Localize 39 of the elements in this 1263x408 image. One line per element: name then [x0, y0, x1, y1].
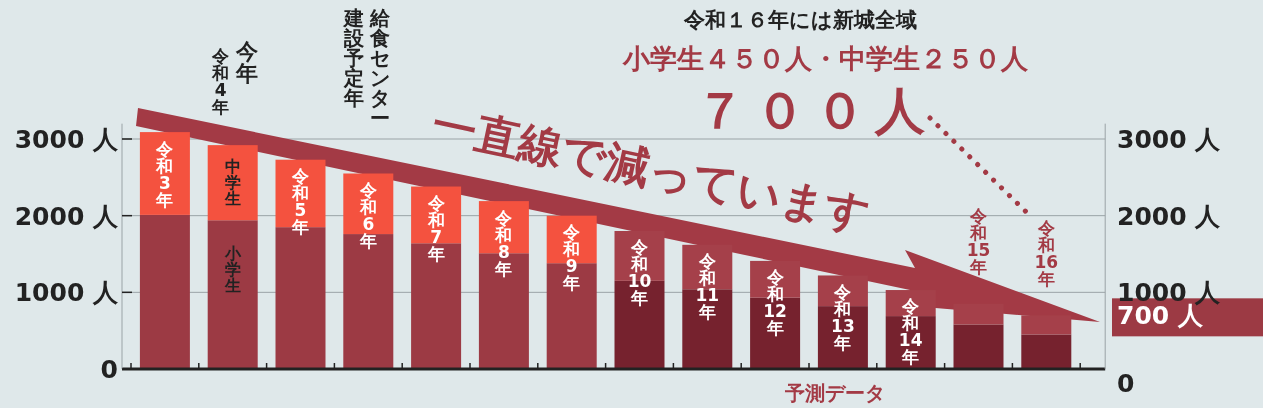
bar — [682, 289, 733, 369]
bar — [953, 324, 1004, 369]
y-tick-label: 3000 人 — [14, 125, 119, 154]
bar — [207, 220, 258, 369]
category-label: 令和6年 — [359, 179, 377, 251]
category-label: 令和4年 — [212, 45, 230, 117]
bar — [1021, 315, 1072, 335]
chart-subtitle: 小学生４５０人・中学生２５０人 — [621, 43, 1029, 74]
category-label: 令和5年 — [292, 166, 309, 238]
category-label: 令和13年 — [831, 281, 855, 353]
category-label: 令和7年 — [427, 193, 445, 264]
bar — [139, 214, 190, 369]
series-name: 中学生 — [224, 157, 241, 209]
category-label: 令和3年 — [156, 138, 174, 210]
y2-tick-label: 0 — [1117, 369, 1135, 398]
text: 予測データ — [784, 381, 885, 405]
annotation: ７００人 — [695, 82, 935, 140]
bar — [953, 303, 1004, 325]
annotation: 建設予定年 — [344, 6, 365, 110]
category-label: 令和9年 — [563, 222, 581, 294]
annotation: 今年 — [235, 38, 258, 86]
bar — [411, 243, 462, 369]
category-label: 令和15年 — [966, 206, 991, 278]
y-tick-label: 2000 人 — [14, 201, 119, 231]
y2-tick-label: 3000 人 — [1117, 125, 1222, 154]
category-label: 令和10年 — [627, 237, 652, 309]
bar — [1021, 334, 1072, 369]
series-name: 小学生 — [224, 244, 241, 296]
category-label: 令和12年 — [763, 267, 787, 339]
bar — [343, 234, 394, 369]
category-label: 令和16年 — [1034, 217, 1059, 289]
category-label: 令和14年 — [898, 296, 923, 368]
chart-title: 令和１６年には新城全域 — [682, 8, 917, 32]
y-tick-label: 1000 人 — [14, 278, 119, 308]
category-label: 令和8年 — [495, 207, 513, 279]
y2-tick-label: 2000 人 — [1117, 201, 1222, 231]
annotation: 給食センター — [370, 6, 391, 130]
category-label: 令和11年 — [695, 251, 720, 323]
y-tick-label: 0 — [100, 355, 118, 384]
